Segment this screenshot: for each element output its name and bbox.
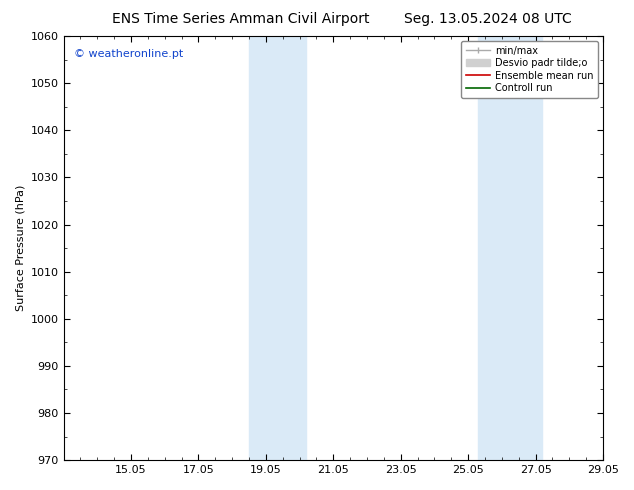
Legend: min/max, Desvio padr tilde;o, Ensemble mean run, Controll run: min/max, Desvio padr tilde;o, Ensemble m…	[461, 41, 598, 98]
Text: Seg. 13.05.2024 08 UTC: Seg. 13.05.2024 08 UTC	[404, 12, 572, 26]
Y-axis label: Surface Pressure (hPa): Surface Pressure (hPa)	[15, 185, 25, 311]
Text: ENS Time Series Amman Civil Airport: ENS Time Series Amman Civil Airport	[112, 12, 370, 26]
Bar	[478, 36, 542, 460]
Text: © weatheronline.pt: © weatheronline.pt	[74, 49, 184, 59]
Bar	[249, 36, 306, 460]
